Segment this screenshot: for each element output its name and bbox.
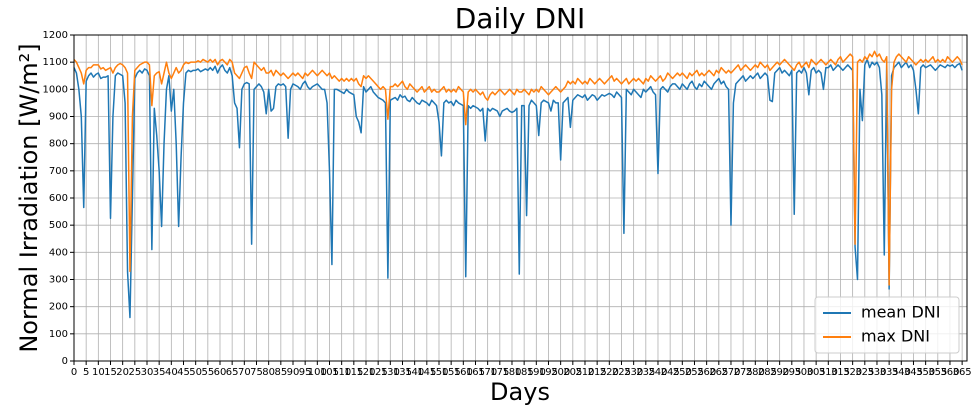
- x-tick-label: 245: [661, 367, 680, 378]
- y-tick-label: 700: [49, 166, 68, 177]
- y-tick-label: 1200: [43, 30, 68, 41]
- x-tick-label: 265: [709, 367, 728, 378]
- legend-label: max DNI: [861, 327, 930, 346]
- y-axis-label: Normal Irradiation [W/m²]: [15, 43, 43, 352]
- x-tick-label: 155: [442, 367, 461, 378]
- x-tick-label: 10: [92, 367, 105, 378]
- plot-frame: [73, 34, 968, 362]
- x-tick-label: 295: [782, 367, 801, 378]
- x-tick-label: 30: [141, 367, 154, 378]
- x-tick-label: 140: [405, 367, 424, 378]
- x-tick-label: 290: [770, 367, 789, 378]
- x-tick-label: 75: [250, 367, 263, 378]
- x-tick-label: 15: [104, 367, 117, 378]
- x-tick-label: 85: [274, 367, 287, 378]
- x-tick-label: 355: [928, 367, 947, 378]
- x-tick-label: 25: [128, 367, 141, 378]
- x-tick-label: 200: [551, 367, 570, 378]
- x-tick-label: 0: [71, 367, 77, 378]
- x-tick-label: 45: [177, 367, 190, 378]
- legend-box: [814, 296, 960, 354]
- x-tick-label: 160: [454, 367, 473, 378]
- x-tick-label: 190: [527, 367, 546, 378]
- x-tick-label: 120: [356, 367, 375, 378]
- x-tick-label: 365: [953, 367, 972, 378]
- y-tick-label: 1000: [43, 84, 68, 95]
- x-tick-label: 100: [308, 367, 327, 378]
- y-tick-label: 100: [49, 329, 68, 340]
- x-tick-label: 230: [624, 367, 643, 378]
- y-tick-label: 0: [62, 356, 68, 367]
- x-tick-label: 305: [807, 367, 826, 378]
- x-tick-label: 275: [734, 367, 753, 378]
- x-tick-label: 90: [287, 367, 300, 378]
- x-tick-label: 110: [332, 367, 351, 378]
- x-tick-label: 170: [478, 367, 497, 378]
- x-tick-label: 145: [417, 367, 436, 378]
- x-tick-label: 235: [636, 367, 655, 378]
- x-tick-label: 250: [673, 367, 692, 378]
- x-tick-label: 335: [880, 367, 899, 378]
- y-tick-label: 500: [49, 220, 68, 231]
- x-tick-label: 125: [369, 367, 388, 378]
- x-tick-label: 285: [758, 367, 777, 378]
- x-tick-label: 215: [588, 367, 607, 378]
- x-tick-label: 95: [299, 367, 312, 378]
- x-tick-label: 330: [867, 367, 886, 378]
- x-tick-label: 40: [165, 367, 178, 378]
- chart-title: Daily DNI: [455, 2, 586, 35]
- x-tick-label: 195: [539, 367, 558, 378]
- x-tick-label: 325: [855, 367, 874, 378]
- x-tick-label: 320: [843, 367, 862, 378]
- data-line: [73, 58, 963, 319]
- x-tick-label: 210: [575, 367, 594, 378]
- x-tick-label: 240: [648, 367, 667, 378]
- legend-label: mean DNI: [861, 303, 940, 322]
- x-tick-label: 60: [214, 367, 227, 378]
- x-tick-label: 205: [563, 367, 582, 378]
- x-tick-label: 135: [393, 367, 412, 378]
- x-tick-label: 280: [746, 367, 765, 378]
- x-tick-label: 315: [831, 367, 850, 378]
- data-line: [73, 50, 963, 286]
- x-tick-label: 20: [116, 367, 129, 378]
- x-tick-label: 180: [502, 367, 521, 378]
- x-tick-label: 360: [940, 367, 959, 378]
- x-tick-label: 260: [697, 367, 716, 378]
- x-tick-label: 70: [238, 367, 251, 378]
- x-tick-label: 65: [226, 367, 239, 378]
- x-tick-label: 185: [515, 367, 534, 378]
- x-tick-label: 340: [892, 367, 911, 378]
- x-tick-label: 270: [721, 367, 740, 378]
- x-tick-label: 150: [429, 367, 448, 378]
- x-tick-label: 300: [794, 367, 813, 378]
- x-tick-label: 175: [490, 367, 509, 378]
- x-tick-label: 255: [685, 367, 704, 378]
- x-axis-label: Days: [490, 378, 550, 406]
- x-tick-label: 35: [153, 367, 166, 378]
- y-tick-label: 200: [49, 302, 68, 313]
- x-tick-label: 50: [189, 367, 202, 378]
- y-tick-label: 400: [49, 247, 68, 258]
- x-tick-label: 310: [819, 367, 838, 378]
- x-tick-label: 220: [600, 367, 619, 378]
- y-tick-label: 600: [49, 193, 68, 204]
- y-tick-label: 1100: [43, 57, 68, 68]
- legend: mean DNI max DNI: [814, 296, 960, 354]
- x-tick-label: 5: [83, 367, 89, 378]
- x-tick-label: 350: [916, 367, 935, 378]
- y-tick-label: 800: [49, 139, 68, 150]
- x-tick-label: 345: [904, 367, 923, 378]
- x-tick-label: 115: [344, 367, 363, 378]
- y-tick-label: 900: [49, 112, 68, 123]
- x-tick-label: 105: [320, 367, 339, 378]
- x-tick-label: 55: [201, 367, 214, 378]
- y-tick-label: 300: [49, 275, 68, 286]
- x-tick-label: 165: [466, 367, 485, 378]
- x-tick-label: 225: [612, 367, 631, 378]
- x-tick-label: 130: [381, 367, 400, 378]
- x-tick-label: 80: [262, 367, 275, 378]
